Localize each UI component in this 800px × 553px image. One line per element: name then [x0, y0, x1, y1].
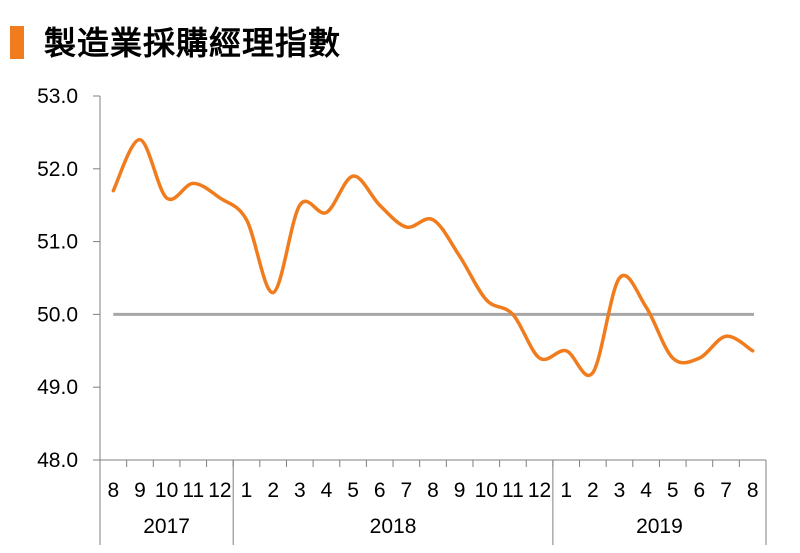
x-tick-label: 5 — [667, 479, 679, 502]
title-accent-bar — [10, 26, 24, 59]
x-tick-label: 2 — [587, 479, 599, 502]
chart-axes — [99, 96, 766, 461]
x-group-label: 2018 — [370, 515, 417, 538]
x-tick-label: 2 — [267, 479, 279, 502]
y-tick-label: 52.0 — [37, 158, 78, 181]
y-tick-label: 53.0 — [37, 85, 78, 108]
series-line-pmi — [111, 137, 755, 378]
x-tick-label: 8 — [427, 479, 439, 502]
x-tick-label: 1 — [560, 479, 572, 502]
x-tick-label: 12 — [208, 479, 231, 502]
x-tick-label: 9 — [454, 479, 466, 502]
x-tick-label: 5 — [347, 479, 359, 502]
x-tick-label: 8 — [747, 479, 759, 502]
x-tick-label: 10 — [155, 479, 178, 502]
x-tick-label: 11 — [182, 479, 204, 502]
x-tick-label: 12 — [528, 479, 551, 502]
y-tick-label: 51.0 — [37, 231, 78, 254]
chart-title: 製造業採購經理指數 — [44, 24, 342, 62]
x-tick-label: 1 — [241, 479, 253, 502]
x-tick-label: 11 — [502, 479, 524, 502]
x-tick-label: 4 — [321, 479, 333, 502]
x-tick-label: 8 — [107, 479, 119, 502]
y-axis-ticks: 48.0 49.0 50.0 51.0 52.0 53.0 — [37, 85, 100, 472]
x-group-label: 2019 — [636, 515, 683, 538]
x-tick-label: 10 — [475, 479, 498, 502]
x-group-label: 2017 — [143, 515, 190, 538]
x-tick-label: 6 — [374, 479, 386, 502]
x-tick-label: 7 — [720, 479, 732, 502]
x-tick-label: 3 — [294, 479, 306, 502]
series-points — [111, 138, 754, 375]
x-tick-label: 7 — [401, 479, 413, 502]
x-tick-label: 6 — [694, 479, 706, 502]
x-tick-label: 3 — [614, 479, 626, 502]
x-tick-label: 4 — [640, 479, 652, 502]
y-tick-label: 49.0 — [37, 376, 78, 399]
y-tick-label: 50.0 — [37, 303, 78, 326]
x-tick-label: 9 — [134, 479, 146, 502]
y-tick-label: 48.0 — [37, 449, 78, 472]
